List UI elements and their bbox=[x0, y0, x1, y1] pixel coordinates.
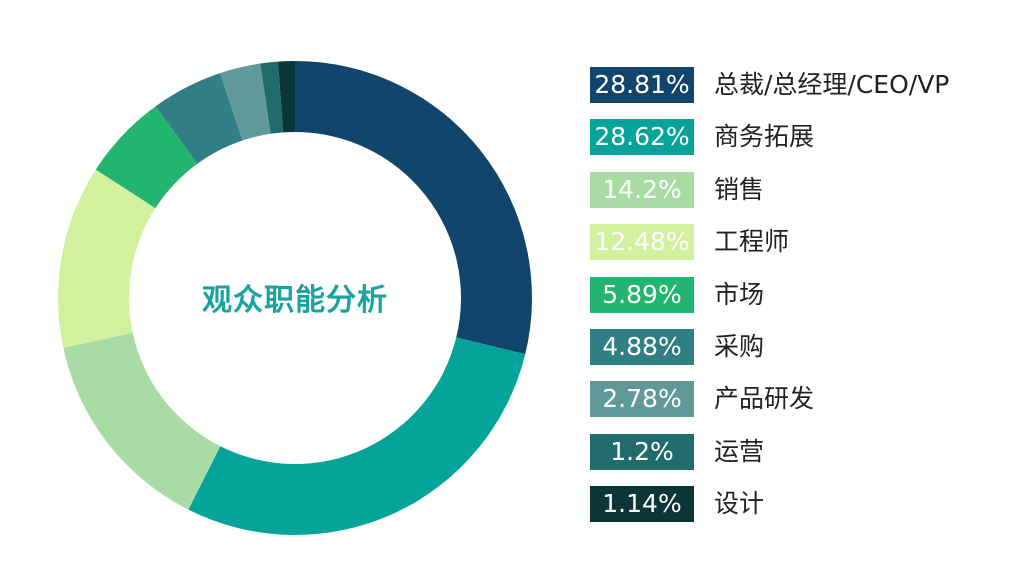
legend-value-badge: 28.62% bbox=[590, 119, 694, 156]
legend-label: 总裁/总经理/CEO/VP bbox=[714, 70, 950, 99]
legend-value-badge: 5.89% bbox=[590, 276, 694, 313]
legend-label: 运营 bbox=[714, 436, 765, 466]
legend-label: 设计 bbox=[714, 489, 765, 519]
legend-label: 产品研发 bbox=[714, 384, 815, 414]
donut-slice-4 bbox=[58, 169, 156, 348]
legend-value-badge: 1.14% bbox=[590, 486, 694, 523]
donut-slice-2 bbox=[188, 337, 526, 535]
donut-slice-1 bbox=[295, 61, 532, 355]
legend-label: 市场 bbox=[714, 279, 765, 309]
legend-label: 工程师 bbox=[714, 227, 790, 257]
donut-slice-8 bbox=[260, 61, 284, 134]
legend-value-badge: 1.2% bbox=[590, 433, 694, 470]
legend-value-badge: 4.88% bbox=[590, 329, 694, 365]
chart-title: 观众职能分析 bbox=[202, 283, 388, 318]
legend-value-badge: 12.48% bbox=[590, 224, 694, 261]
donut-slice-5 bbox=[95, 106, 198, 209]
donut-slice-6 bbox=[155, 73, 243, 164]
legend-value-badge: 28.81% bbox=[590, 67, 694, 103]
donut-slice-7 bbox=[220, 63, 271, 141]
donut-slice-3 bbox=[63, 332, 221, 510]
legend-label: 销售 bbox=[714, 174, 765, 204]
legend-value-badge: 2.78% bbox=[590, 381, 694, 418]
legend-value-badge: 14.2% bbox=[590, 171, 694, 208]
legend-label: 采购 bbox=[714, 332, 765, 361]
donut-slice-9 bbox=[278, 61, 295, 133]
donut-chart bbox=[58, 61, 532, 535]
legend-label: 商务拓展 bbox=[714, 122, 815, 152]
